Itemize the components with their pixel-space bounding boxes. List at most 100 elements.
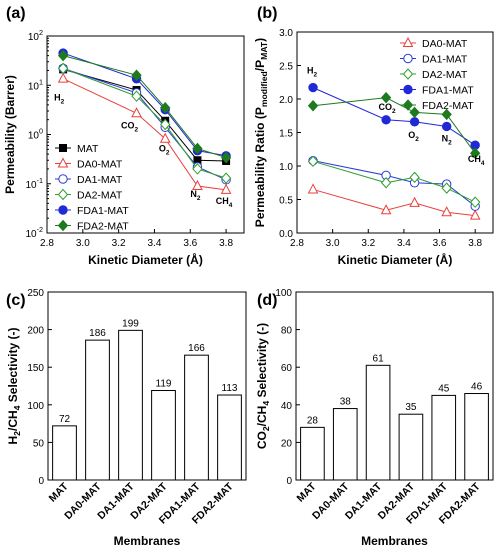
y-tick-label: 100 (28, 127, 43, 142)
y-tick-label: 3.0 (279, 28, 293, 39)
series-fda2-mat (307, 91, 481, 160)
data-point (307, 155, 319, 168)
bar-value-label: 28 (307, 415, 319, 426)
bar-value-label: 113 (222, 383, 238, 394)
data-point (380, 204, 392, 215)
bar (464, 393, 489, 481)
data-point (192, 163, 203, 175)
x-category-label: MAT (47, 480, 71, 504)
legend-marker (57, 188, 69, 201)
panel-label-a: (a) (6, 5, 26, 22)
bar-value-label: 199 (122, 318, 139, 329)
bar-value-label: 119 (156, 379, 172, 390)
x-tick-label: 3.0 (76, 238, 90, 249)
y-tick-label: 60 (281, 363, 293, 374)
x-tick-label: 2.8 (290, 238, 304, 249)
legend-marker (402, 36, 414, 47)
y-tick-label: 10-2 (25, 225, 43, 240)
gas-label-ch4: CH4 (216, 196, 233, 209)
y-axis-b: 0.0 0.5 1.0 1.5 2.0 2.5 3.0 (279, 28, 301, 240)
legend-label: FDA1-MAT (77, 205, 129, 217)
bar-value-label: 46 (471, 382, 483, 393)
x-tick-label: 3.2 (361, 238, 375, 249)
y-tick-label: 40 (281, 401, 293, 412)
x-axis-a: 2.8 3.0 3.2 3.4 3.6 3.8 (40, 229, 233, 249)
y-tick-label: 200 (27, 326, 44, 337)
data-point (409, 117, 420, 127)
legend-label: FDA2-MAT (422, 100, 474, 112)
bar-value-label: 186 (89, 328, 106, 339)
legend-label: DA0-MAT (77, 159, 123, 171)
x-axis-title-b: Kinetic Diameter (Å) (338, 252, 453, 267)
legend-label: DA1-MAT (422, 54, 468, 66)
legend-label: FDA2-MAT (77, 221, 129, 233)
data-point (192, 179, 203, 191)
panel-c-y-title: H2/CH4 Selectivity (-) (6, 328, 22, 445)
series-fda2-mat (57, 49, 232, 164)
data-point (307, 183, 319, 194)
x-tick-label: 3.4 (148, 238, 162, 249)
panel-c-label: (c) (6, 292, 26, 309)
data-point (220, 151, 232, 164)
data-point (441, 121, 452, 132)
panel-d: (d) 0 20 40 60 80 100 CO2/CH4 Selectivity (-) 28… (255, 288, 494, 548)
series-da1-mat (308, 155, 480, 211)
gas-label-h2: H2 (54, 93, 64, 106)
legend-label: DA2-MAT (422, 69, 468, 81)
data-point (57, 72, 69, 83)
y-tick-label: 0 (286, 476, 292, 487)
data-point (160, 101, 171, 114)
data-point (192, 142, 203, 155)
y-tick-label: 0.5 (279, 196, 293, 207)
panel-d-y-axis: 0 20 40 60 80 100 (275, 288, 300, 487)
data-point (159, 132, 171, 143)
y-tick-label: 102 (28, 28, 43, 43)
y-tick-label: 2.0 (279, 95, 293, 106)
data-point (409, 106, 420, 119)
series-da0-mat (307, 183, 481, 220)
series-fda1-mat (308, 82, 480, 150)
x-axis-title-a: Kinetic Diameter (Å) (88, 252, 203, 267)
legend-marker (58, 205, 68, 215)
panel-c-x-title: Membranes (114, 534, 181, 548)
bar-value-label: 166 (188, 343, 205, 354)
x-category-label: MAT (295, 480, 319, 504)
panel-c-y-axis: 0 50 100 150 200 250 (27, 288, 52, 487)
series-da0-mat (57, 72, 232, 194)
panel-c-bars: 72MAT186DA0-MAT199DA1-MAT119DA2-MAT166FD… (47, 318, 242, 527)
legend-marker (57, 219, 69, 232)
x-tick-label: 3.6 (433, 238, 447, 249)
panel-d-x-title: Membranes (361, 534, 428, 548)
data-point (220, 172, 232, 184)
data-point (57, 62, 69, 75)
bar (365, 364, 391, 481)
bar (332, 408, 358, 481)
bar (398, 413, 424, 481)
bar-value-label: 45 (438, 383, 450, 394)
y-tick-label: 100 (275, 288, 292, 299)
gas-label-o2: O2 (159, 144, 170, 157)
data-point (441, 182, 452, 194)
y-tick-label: 0.0 (279, 229, 293, 240)
legend-marker (403, 84, 413, 95)
panel-c: (c) 0 50 100 150 200 250 H2/CH4 Selectivity (-)… (6, 288, 247, 548)
panel-d-bars: 28MAT38DA0-MAT61DA1-MAT35DA2-MAT45FDA1-M… (295, 353, 489, 527)
data-point (131, 69, 142, 81)
panel-a: (a) 2.8 3.0 3.2 3.4 3.6 3.8 Kinetic Diameter (Å… (3, 5, 245, 267)
y-axis-title-a: Permeability (Barrer) (3, 75, 17, 194)
bar (184, 354, 209, 481)
legend-marker (58, 174, 68, 184)
y-axis-a: 10-2 10-1 100 101 102 (25, 28, 51, 240)
data-point (380, 91, 392, 104)
y-tick-label: 101 (28, 77, 43, 92)
y-tick-label: 2.5 (279, 62, 293, 73)
gas-label-o2: O2 (408, 130, 419, 143)
legend-label: FDA1-MAT (422, 85, 474, 97)
bar (431, 394, 457, 481)
bar (118, 329, 143, 481)
y-tick-label: 50 (33, 438, 45, 449)
legend-marker (402, 68, 414, 80)
y-tick-label: 1.0 (279, 162, 293, 173)
legend-label: DA2-MAT (77, 190, 123, 202)
